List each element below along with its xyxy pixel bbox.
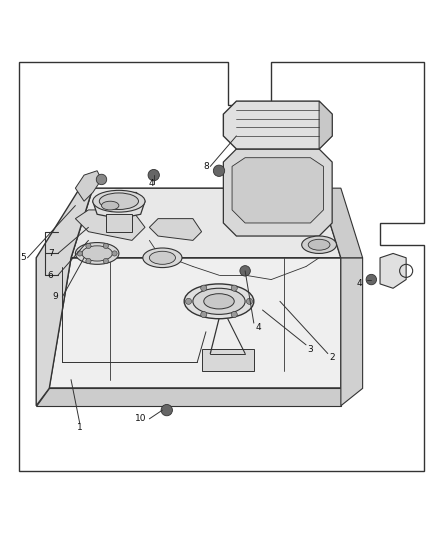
Circle shape bbox=[77, 251, 82, 256]
Circle shape bbox=[213, 165, 225, 176]
Circle shape bbox=[201, 311, 207, 318]
Circle shape bbox=[96, 174, 107, 184]
Polygon shape bbox=[380, 254, 406, 288]
Text: 10: 10 bbox=[135, 414, 146, 423]
Polygon shape bbox=[319, 188, 363, 258]
Polygon shape bbox=[232, 158, 323, 223]
Polygon shape bbox=[36, 188, 93, 406]
Ellipse shape bbox=[102, 201, 119, 210]
Circle shape bbox=[103, 243, 109, 248]
Polygon shape bbox=[223, 101, 332, 149]
Polygon shape bbox=[75, 210, 145, 240]
Text: 5: 5 bbox=[20, 253, 26, 262]
Polygon shape bbox=[223, 149, 332, 236]
Text: 3: 3 bbox=[307, 345, 313, 354]
Ellipse shape bbox=[149, 251, 176, 264]
Text: 9: 9 bbox=[52, 293, 58, 302]
Circle shape bbox=[201, 285, 207, 291]
Ellipse shape bbox=[93, 190, 145, 212]
Circle shape bbox=[86, 259, 91, 264]
Polygon shape bbox=[49, 258, 341, 389]
Polygon shape bbox=[106, 214, 132, 232]
Polygon shape bbox=[36, 389, 341, 406]
Ellipse shape bbox=[99, 193, 138, 209]
Ellipse shape bbox=[184, 284, 254, 319]
Polygon shape bbox=[19, 62, 424, 471]
Polygon shape bbox=[341, 258, 363, 406]
Ellipse shape bbox=[308, 239, 330, 250]
Polygon shape bbox=[149, 219, 201, 240]
Ellipse shape bbox=[302, 236, 336, 254]
Polygon shape bbox=[93, 192, 145, 219]
Ellipse shape bbox=[75, 243, 119, 264]
Circle shape bbox=[247, 298, 253, 304]
Circle shape bbox=[185, 298, 191, 304]
Ellipse shape bbox=[82, 246, 113, 261]
Text: 4: 4 bbox=[357, 279, 363, 288]
Text: 1: 1 bbox=[77, 423, 83, 432]
Circle shape bbox=[366, 274, 377, 285]
Circle shape bbox=[231, 285, 237, 291]
Circle shape bbox=[161, 405, 173, 416]
Polygon shape bbox=[319, 101, 332, 149]
Ellipse shape bbox=[143, 248, 182, 268]
Text: 6: 6 bbox=[48, 271, 53, 280]
Circle shape bbox=[112, 251, 117, 256]
Polygon shape bbox=[71, 188, 341, 258]
Circle shape bbox=[103, 259, 109, 264]
Circle shape bbox=[86, 243, 91, 248]
Text: 8: 8 bbox=[203, 162, 209, 171]
Text: 4: 4 bbox=[255, 323, 261, 332]
Text: 7: 7 bbox=[48, 249, 53, 258]
Polygon shape bbox=[201, 349, 254, 371]
Ellipse shape bbox=[193, 288, 245, 314]
Text: 2: 2 bbox=[329, 353, 335, 362]
Circle shape bbox=[240, 265, 251, 276]
Text: 4: 4 bbox=[148, 179, 154, 188]
Circle shape bbox=[231, 311, 237, 318]
Ellipse shape bbox=[204, 294, 234, 309]
Circle shape bbox=[148, 169, 159, 181]
Polygon shape bbox=[75, 171, 102, 201]
